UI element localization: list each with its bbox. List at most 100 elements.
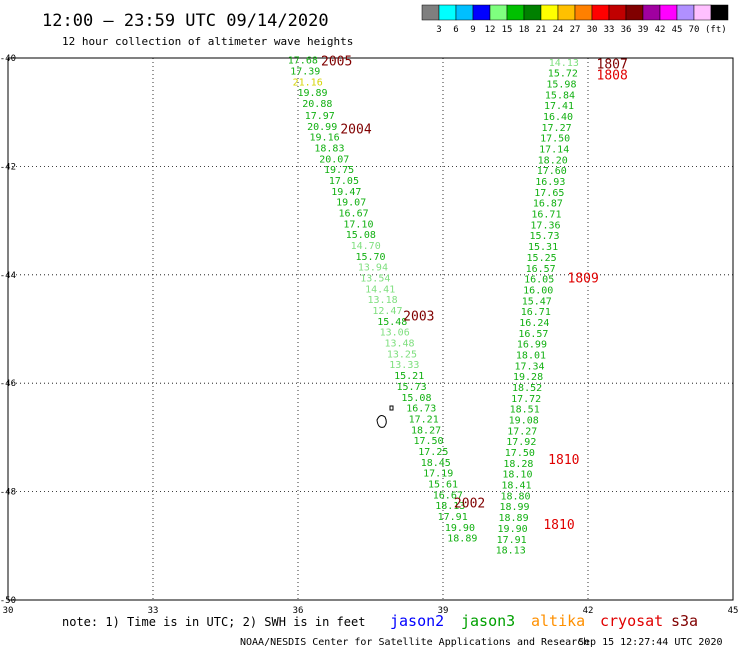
swh-value-label: 17.34 (514, 361, 544, 372)
swh-value-label: 15.08 (346, 230, 376, 241)
swh-value-label: 13.18 (368, 295, 398, 306)
swh-value-label: 18.01 (516, 350, 546, 361)
legend-value: 3 (436, 25, 441, 35)
swh-value-label: 16.24 (519, 318, 549, 329)
legend-swatch (438, 4, 457, 21)
chart-subtitle: 12 hour collection of altimeter wave hei… (62, 35, 353, 48)
swh-value-label: 18.89 (499, 513, 529, 524)
satellite-label: jason2 (390, 612, 444, 630)
swh-value-label: 16.87 (533, 199, 563, 210)
swh-value-label: 17.50 (540, 134, 570, 145)
swh-value-label: 20.07 (319, 154, 349, 165)
swh-value-label: 17.91 (438, 512, 468, 523)
x-tick-label: 33 (148, 606, 159, 616)
swh-value-label: 17.27 (507, 426, 537, 437)
swh-value-label: 17.19 (423, 469, 453, 480)
legend-swatch (489, 4, 508, 21)
swh-value-label: 18.10 (502, 470, 532, 481)
time-annotation: 2002 (454, 496, 485, 511)
legend-value: 24 (553, 25, 564, 35)
footer-note: note: 1) Time is in UTC; 2) SWH is in fe… (62, 615, 365, 629)
legend-unit: (ft) (705, 25, 727, 35)
swh-value-label: 17.97 (305, 111, 335, 122)
swh-value-label: 19.28 (513, 372, 543, 383)
legend-value: 30 (587, 25, 598, 35)
swh-value-label: 17.68 (288, 56, 318, 67)
swh-value-label: 17.36 (530, 220, 560, 231)
axis-ticks: 30 33 36 39 42 45 -40 -42 -44 -46 -48 -50 (0, 54, 738, 616)
swh-value-label: 14.70 (351, 241, 381, 252)
swh-value-label: 15.98 (546, 79, 576, 90)
legend-value: 18 (519, 25, 530, 35)
swh-value-label: 16.67 (433, 490, 463, 501)
legend-swatch (659, 4, 678, 21)
swh-value-label: 13.25 (387, 349, 417, 360)
legend-value: 12 (485, 25, 496, 35)
footer-credit: NOAA/NESDIS Center for Satellite Applica… (240, 637, 589, 648)
swh-value-label: 15.84 (545, 90, 575, 101)
y-tick-label: -44 (0, 271, 16, 281)
legend-swatch (557, 4, 576, 21)
legend-swatch (591, 4, 610, 21)
swh-value-label: 18.51 (510, 405, 540, 416)
swh-value-label: 17.27 (542, 123, 572, 134)
legend-swatch (693, 4, 712, 21)
swh-value-label: 18.52 (512, 383, 542, 394)
swh-value-label: 18.45 (421, 458, 451, 469)
swh-value-label: 16.93 (535, 177, 565, 188)
footer-timestamp: Sep 15 12:27:44 UTC 2020 (578, 637, 723, 648)
swh-value-label: 16.73 (406, 404, 436, 415)
swh-value-label: 19.89 (297, 88, 327, 99)
swh-value-label: 15.73 (529, 231, 559, 242)
satellite-label: jason3 (461, 612, 515, 630)
swh-value-label: 18.13 (435, 501, 465, 512)
swh-value-label: 18.80 (500, 491, 530, 502)
legend-value: 70 (689, 25, 700, 35)
swh-value-label: 13.06 (380, 328, 410, 339)
wave-height-values: 17.6817.3921.1619.8920.8817.9720.9919.16… (288, 56, 579, 557)
swh-value-label: 17.25 (418, 447, 448, 458)
x-tick-label: 42 (583, 606, 594, 616)
swh-value-label: 17.21 (409, 414, 439, 425)
swh-value-label: 16.67 (339, 208, 369, 219)
y-tick-label: -48 (0, 488, 16, 498)
swh-value-label: 20.88 (302, 99, 332, 110)
time-annotation: 2003 (403, 309, 434, 324)
legend-value: 6 (453, 25, 458, 35)
swh-value-label: 19.75 (324, 165, 354, 176)
y-tick-label: -46 (0, 379, 16, 389)
legend-value: 15 (502, 25, 513, 35)
swh-value-label: 16.00 (523, 285, 553, 296)
swh-value-label: 13.54 (360, 274, 390, 285)
satellite-label: cryosat (600, 612, 663, 630)
legend-swatch (540, 4, 559, 21)
swh-value-label: 18.27 (411, 425, 441, 436)
satellite-label: s3a (671, 612, 698, 630)
swh-value-label: 13.48 (384, 339, 414, 350)
legend-swatch (472, 4, 491, 21)
x-tick-label: 30 (3, 606, 14, 616)
legend-swatch (625, 4, 644, 21)
legend-swatch (523, 4, 542, 21)
swh-value-label: 16.57 (526, 264, 556, 275)
swh-value-label: 15.08 (401, 393, 431, 404)
swh-value-label: 16.57 (518, 329, 548, 340)
legend-swatch (506, 4, 525, 21)
swh-value-label: 15.21 (394, 371, 424, 382)
swh-value-label: 13.94 (358, 263, 388, 274)
island-small-outline (389, 405, 394, 411)
chart-title: 12:00 – 23:59 UTC 09/14/2020 (42, 11, 329, 31)
swh-value-label: 18.13 (496, 546, 526, 557)
swh-value-label: 18.41 (501, 481, 531, 492)
legend-value: 33 (604, 25, 615, 35)
legend-value: 21 (536, 25, 547, 35)
swh-value-label: 17.41 (544, 101, 574, 112)
swh-value-label: 12.47 (372, 306, 402, 317)
y-tick-label: -40 (0, 54, 16, 64)
swh-value-label: 17.91 (497, 535, 527, 546)
island-outline (376, 415, 387, 428)
swh-value-label: 19.08 (509, 416, 539, 427)
swh-value-label: 18.28 (503, 459, 533, 470)
swh-value-label: 19.47 (331, 187, 361, 198)
